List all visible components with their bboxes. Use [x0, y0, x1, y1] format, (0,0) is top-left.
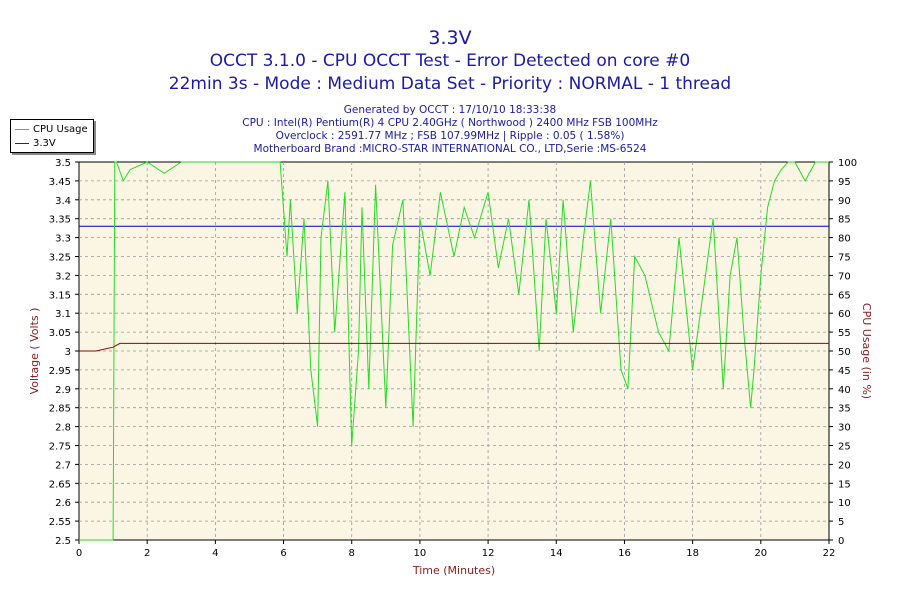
- info-cpu: CPU : Intel(R) Pentium(R) 4 CPU 2.40GHz …: [242, 117, 658, 129]
- y-left-tick-label: 3.25: [49, 253, 71, 264]
- y-right-tick-label: 30: [838, 423, 851, 434]
- y-axis-left-label: Voltage ( Volts ): [28, 308, 41, 395]
- y-right-tick-label: 80: [838, 234, 851, 245]
- chart-title: 3.3V: [428, 27, 472, 49]
- legend-label: CPU Usage: [33, 123, 88, 135]
- y-left-tick-label: 2.55: [49, 517, 71, 528]
- y-left-tick-label: 3.05: [49, 328, 71, 339]
- y-right-tick-label: 35: [838, 404, 851, 415]
- info-overclock: Overclock : 2591.77 MHz ; FSB 107.99MHz …: [275, 130, 625, 142]
- x-tick-label: 20: [754, 548, 767, 559]
- x-tick-label: 12: [482, 548, 495, 559]
- x-tick-label: 16: [618, 548, 631, 559]
- y-left-tick-label: 3.15: [49, 290, 71, 301]
- info-generated: Generated by OCCT : 17/10/10 18:33:38: [343, 104, 557, 116]
- y-right-tick-label: 25: [838, 442, 851, 453]
- legend-swatch: [15, 128, 29, 130]
- y-right-tick-label: 45: [838, 366, 851, 377]
- y-right-tick-label: 85: [838, 215, 851, 226]
- y-left-tick-label: 2.8: [55, 423, 71, 434]
- y-left-tick-label: 3.5: [55, 158, 71, 169]
- legend-label: 3.3V: [33, 137, 56, 149]
- y-left-tick-label: 2.7: [55, 460, 71, 471]
- y-left-tick-label: 2.65: [49, 479, 71, 490]
- series-line-cpu-usage: [79, 161, 829, 541]
- y-right-tick-label: 40: [838, 385, 851, 396]
- chart-subtitle-1: OCCT 3.1.0 - CPU OCCT Test - Error Detec…: [209, 51, 691, 71]
- y-left-tick-label: 2.6: [55, 498, 71, 509]
- info-motherboard: Motherboard Brand :MICRO-STAR INTERNATIO…: [253, 143, 647, 155]
- x-tick-label: 22: [823, 548, 836, 559]
- y-left-tick-label: 3.45: [49, 177, 71, 188]
- y-left-tick-label: 3.1: [55, 309, 71, 320]
- y-right-tick-label: 15: [838, 479, 851, 490]
- y-right-tick-label: 55: [838, 328, 851, 339]
- y-left-tick-label: 3.2: [55, 271, 71, 282]
- x-tick-label: 18: [686, 548, 699, 559]
- y-left-tick-label: 2.5: [55, 536, 71, 547]
- y-right-tick-label: 0: [838, 536, 844, 547]
- grid-lines: [79, 162, 829, 540]
- y-left-tick-label: 2.85: [49, 404, 71, 415]
- y-right-tick-label: 10: [838, 498, 851, 509]
- y-right-tick-label: 95: [838, 177, 851, 188]
- y-left-tick-label: 2.75: [49, 442, 71, 453]
- y-left-tick-label: 3.3: [55, 234, 71, 245]
- y-axis-right-label: CPU Usage (in %): [860, 303, 873, 399]
- y-left-tick-label: 3: [65, 347, 71, 358]
- legend-item-3v3: 3.3V: [15, 137, 56, 149]
- y-left-tick-label: 3.4: [55, 196, 71, 207]
- y-right-tick-label: 100: [838, 158, 857, 169]
- y-right-tick-label: 65: [838, 290, 851, 301]
- chart-legend: CPU Usage 3.3V: [10, 119, 94, 153]
- y-left-tick-label: 2.95: [49, 366, 71, 377]
- x-tick-label: 10: [414, 548, 427, 559]
- legend-swatch: [15, 142, 29, 144]
- x-tick-label: 4: [212, 548, 218, 559]
- chart-subtitle-2: 22min 3s - Mode : Medium Data Set - Prio…: [168, 74, 732, 94]
- y-right-tick-label: 70: [838, 271, 851, 282]
- y-right-tick-label: 60: [838, 309, 851, 320]
- y-left-tick-label: 3.35: [49, 215, 71, 226]
- x-tick-label: 2: [144, 548, 150, 559]
- y-right-tick-label: 50: [838, 347, 851, 358]
- y-right-tick-label: 20: [838, 460, 851, 471]
- x-tick-label: 8: [349, 548, 355, 559]
- y-right-tick-label: 75: [838, 253, 851, 264]
- x-tick-label: 0: [76, 548, 82, 559]
- series-lines: [79, 161, 829, 541]
- axis-ticks: 2.5 2.55 2.6 2.65 2.7 2.75 2.8 2.85 2.9 2.95 3 3.05…: [49, 158, 857, 559]
- x-axis-label: Time (Minutes): [412, 564, 495, 577]
- y-right-tick-label: 5: [838, 517, 844, 528]
- x-tick-label: 14: [550, 548, 563, 559]
- y-left-tick-label: 2.9: [55, 385, 71, 396]
- legend-item-cpu-usage: CPU Usage: [15, 123, 88, 135]
- y-right-tick-label: 90: [838, 196, 851, 207]
- series-line-3-3v: [79, 342, 829, 352]
- x-tick-label: 6: [280, 548, 286, 559]
